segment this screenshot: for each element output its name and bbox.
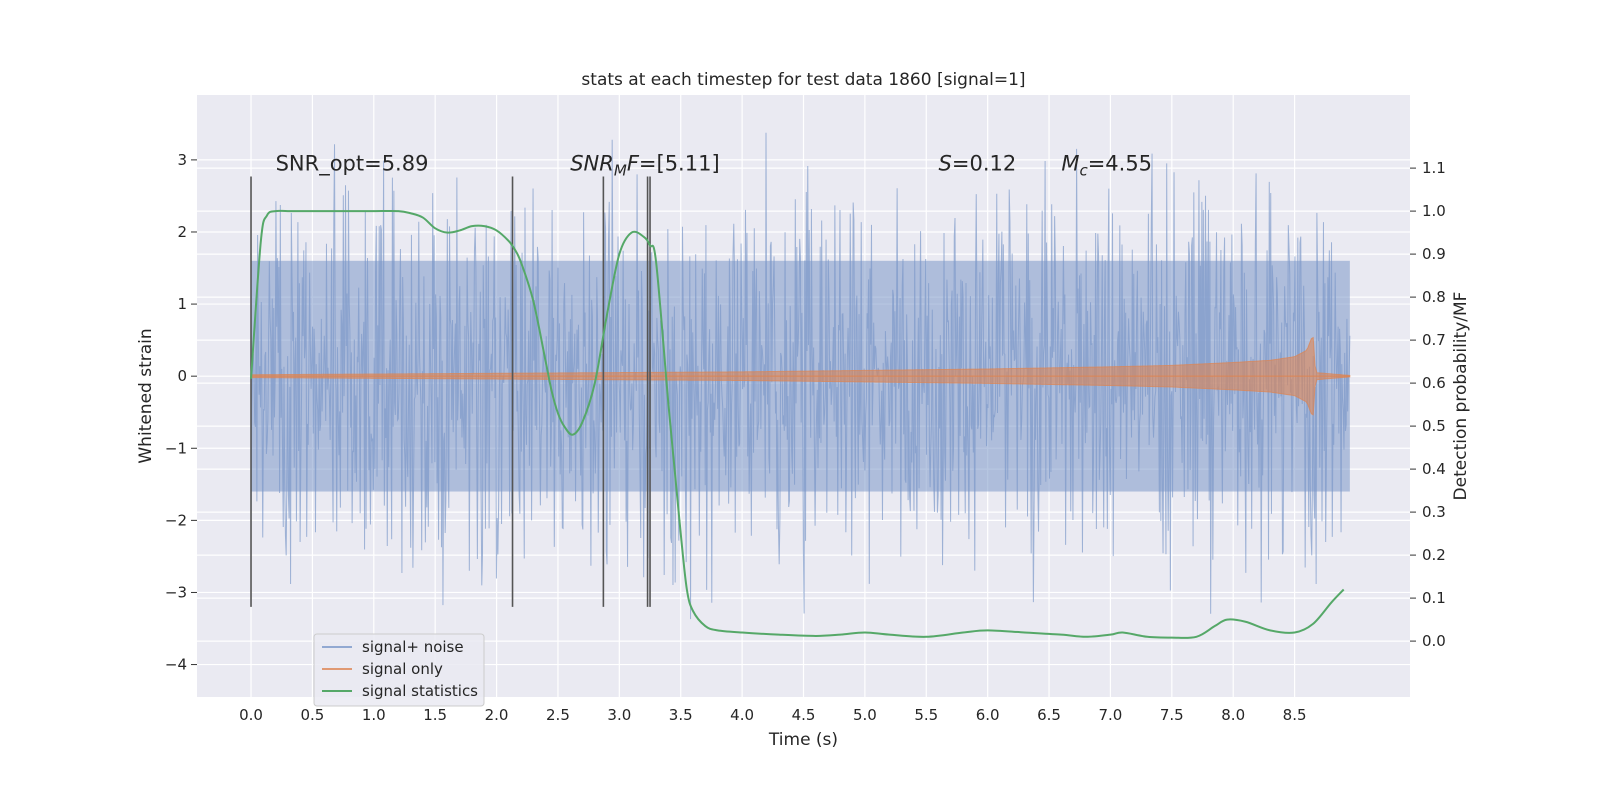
annotation: SNR_opt=5.89 bbox=[276, 152, 429, 177]
annotations: SNR_opt=5.89 SNRMF=[5.11] S=0.12 Mc=4.55 bbox=[276, 152, 1152, 180]
x-tick-label: 1.0 bbox=[362, 706, 386, 724]
y-axis-ticks: −4 −3 −2 −1 0 1 2 3 bbox=[165, 151, 197, 674]
y-tick-label: 2 bbox=[177, 223, 187, 241]
x-tick-label: 7.5 bbox=[1160, 706, 1184, 724]
y2-tick-label: 1.1 bbox=[1422, 159, 1446, 177]
legend-label-signal-statistics: signal statistics bbox=[362, 682, 478, 700]
y2-tick-label: 0.3 bbox=[1422, 503, 1446, 521]
x-tick-label: 2.5 bbox=[546, 706, 570, 724]
y-tick-label: −3 bbox=[165, 583, 187, 601]
x-tick-label: 1.5 bbox=[423, 706, 447, 724]
legend-box bbox=[313, 633, 485, 707]
y-tick-label: −2 bbox=[165, 511, 187, 529]
series-signal-only bbox=[250, 336, 1351, 416]
y2-axis-ticks: 0.0 0.1 0.2 0.3 0.4 0.5 0.6 0.7 0.8 0.9 1.0 1.1 bbox=[1410, 159, 1446, 650]
y2-axis-label: Detection probability/MF bbox=[1451, 292, 1471, 501]
y2-tick-label: 0.7 bbox=[1422, 331, 1446, 349]
y2-tick-label: 0.2 bbox=[1422, 546, 1446, 564]
annotation-part: =4.55 bbox=[1088, 152, 1152, 176]
legend-label-signal-noise: signal+ noise bbox=[362, 638, 464, 656]
y2-tick-label: 1.0 bbox=[1422, 202, 1446, 220]
annotation-subscript: c bbox=[1079, 162, 1088, 180]
y2-tick-label: 0.5 bbox=[1422, 417, 1446, 435]
y2-tick-label: 0.0 bbox=[1422, 632, 1446, 650]
x-tick-label: 5.0 bbox=[853, 706, 877, 724]
x-tick-label: 8.0 bbox=[1221, 706, 1245, 724]
x-tick-label: 4.0 bbox=[730, 706, 754, 724]
x-tick-label: 4.5 bbox=[792, 706, 816, 724]
annotation-part: F bbox=[627, 152, 640, 176]
annotation: Mc=4.55 bbox=[1061, 152, 1152, 180]
x-tick-label: 3.5 bbox=[669, 706, 693, 724]
x-tick-label: 6.0 bbox=[976, 706, 1000, 724]
annotation-part: M bbox=[1061, 152, 1079, 176]
y-tick-label: 3 bbox=[177, 151, 187, 169]
y2-tick-label: 0.8 bbox=[1422, 288, 1446, 306]
x-tick-label: 5.5 bbox=[914, 706, 938, 724]
legend: signal+ noise signal only signal statist… bbox=[313, 633, 485, 707]
x-axis-label: Time (s) bbox=[768, 730, 838, 750]
annotation-part: S bbox=[939, 152, 952, 176]
y2-tick-label: 0.9 bbox=[1422, 245, 1446, 263]
x-axis-ticks: 0.0 0.5 1.0 1.5 2.0 2.5 3.0 3.5 4.0 4.5 5.0 5.5 6.0 6… bbox=[239, 706, 1306, 724]
vertical-markers bbox=[250, 176, 651, 607]
y2-tick-label: 0.4 bbox=[1422, 460, 1446, 478]
x-tick-label: 0.0 bbox=[239, 706, 263, 724]
y-tick-label: −4 bbox=[165, 656, 187, 674]
x-tick-label: 3.0 bbox=[607, 706, 631, 724]
x-tick-label: 0.5 bbox=[300, 706, 324, 724]
annotation-part: =0.12 bbox=[952, 152, 1016, 176]
y-tick-label: 1 bbox=[177, 295, 187, 313]
legend-label-signal-only: signal only bbox=[362, 660, 443, 678]
annotation: S=0.12 bbox=[939, 152, 1017, 176]
chart-title: stats at each timestep for test data 186… bbox=[581, 70, 1025, 90]
x-tick-label: 6.5 bbox=[1037, 706, 1061, 724]
x-tick-label: 7.0 bbox=[1099, 706, 1123, 724]
x-tick-label: 2.0 bbox=[485, 706, 509, 724]
annotation-part: =[5.11] bbox=[639, 152, 720, 176]
annotation-subscript: M bbox=[614, 162, 627, 180]
annotation-part: SNR bbox=[570, 152, 614, 176]
y2-tick-label: 0.6 bbox=[1422, 374, 1446, 392]
y-axis-label: Whitened strain bbox=[136, 328, 156, 463]
y-tick-label: 0 bbox=[177, 367, 187, 385]
x-tick-label: 8.5 bbox=[1283, 706, 1307, 724]
series-line-signal-noise bbox=[250, 132, 1351, 620]
series-signal-statistics bbox=[250, 209, 1345, 639]
series-line-signal-statistics bbox=[250, 209, 1345, 639]
annotation: SNRMF=[5.11] bbox=[570, 152, 719, 180]
y-tick-label: −1 bbox=[165, 439, 187, 457]
y2-tick-label: 0.1 bbox=[1422, 589, 1446, 607]
